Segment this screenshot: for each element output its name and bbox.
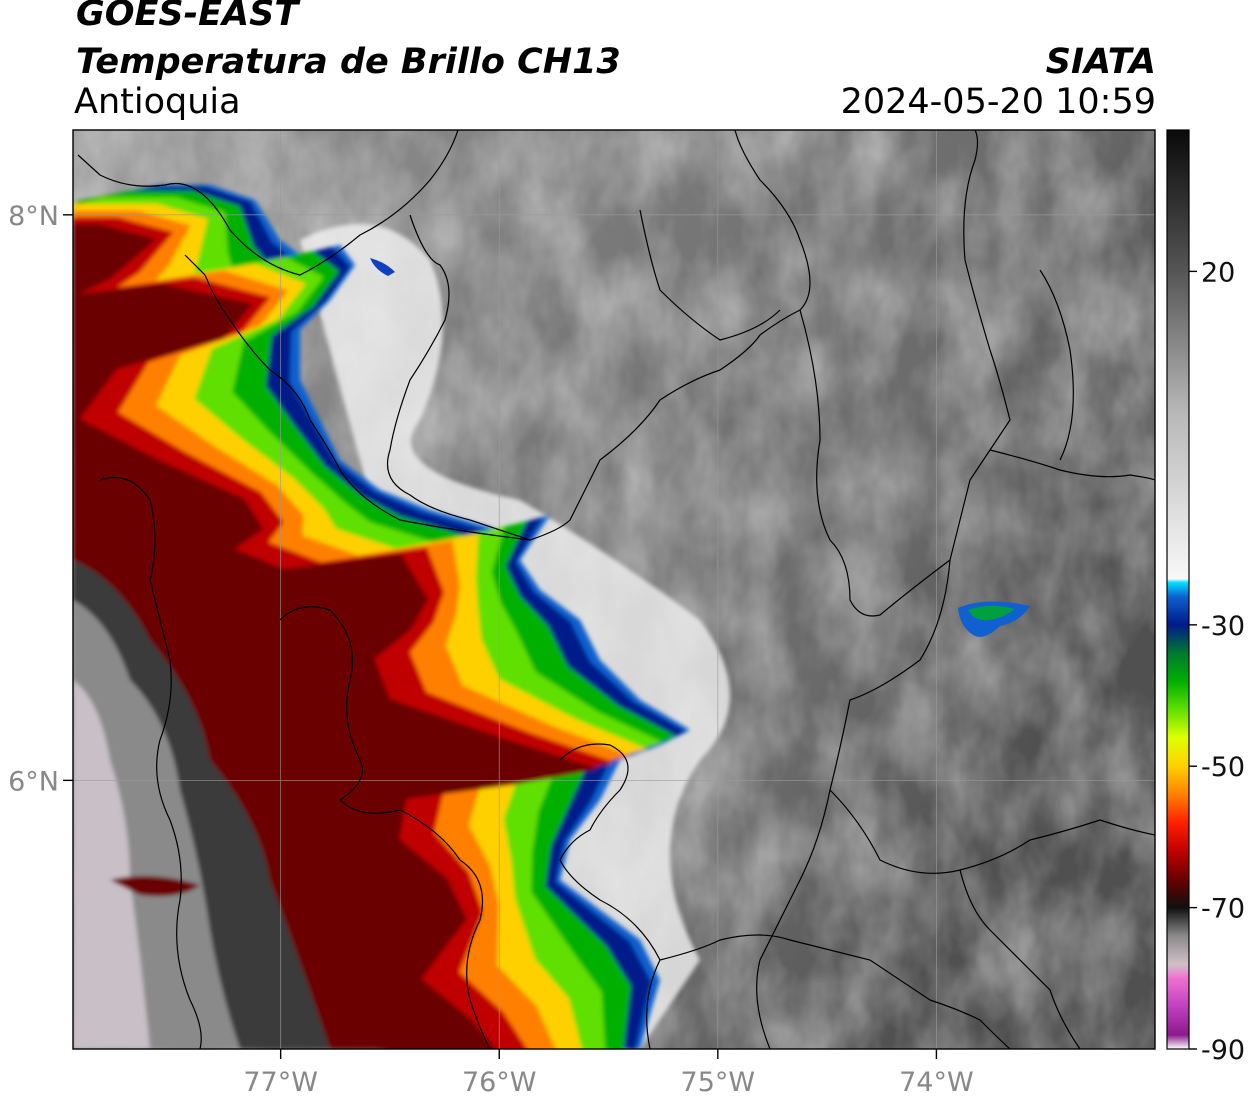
- lon-tick-label: 76°W: [462, 1067, 537, 1098]
- lon-tick-label: 75°W: [681, 1067, 756, 1098]
- longitude-ticks: 77°W 76°W 75°W 74°W: [243, 1049, 974, 1098]
- colorbar-tick-label: -30: [1201, 611, 1245, 642]
- satellite-title: GOES-EAST: [76, 0, 299, 34]
- colorbar-tick-label: 20: [1201, 257, 1235, 288]
- region-subtitle: Antioquia: [74, 82, 241, 122]
- colorbar-tick-label: -90: [1201, 1035, 1245, 1066]
- product-title: Temperatura de Brillo CH13: [76, 42, 621, 82]
- storm-cloud-tops: [73, 185, 690, 1049]
- isolated-cell-core: [968, 605, 1015, 621]
- lon-tick-label: 77°W: [243, 1067, 318, 1098]
- gridlines: [73, 130, 1155, 1049]
- municipal-border-center: [559, 743, 661, 1049]
- department-border-bolivar: [529, 130, 811, 541]
- department-border-west: [184, 254, 531, 541]
- colorbar: 20 -30 -50 -70 -90: [1166, 129, 1245, 1066]
- department-border-sucre: [639, 209, 781, 341]
- map-frame: [72, 129, 1156, 1050]
- department-border-cordoba: [386, 214, 531, 541]
- organization-label: SIATA: [1045, 42, 1156, 82]
- department-border-norte-santander: [1039, 269, 1074, 461]
- coastline-pacific: [99, 476, 202, 1049]
- overshoot-zone-light: [73, 680, 150, 1049]
- map-imagery: [73, 130, 1155, 1049]
- department-border-santander: [799, 130, 1011, 617]
- lat-tick-label: 8°N: [8, 201, 59, 232]
- colorbar-gradient: [1166, 129, 1190, 1050]
- colorbar-tick-label: -70: [1201, 894, 1245, 925]
- department-border-cundinamarca: [829, 789, 1155, 874]
- coastline-north: [77, 130, 459, 276]
- small-cell-north: [370, 258, 395, 276]
- colorbar-tick-label: -50: [1201, 752, 1245, 783]
- municipal-border-west: [279, 606, 491, 1049]
- colorbar-ticks: 20 -30 -50 -70 -90: [1189, 257, 1245, 1066]
- municipal-border-south: [659, 934, 1011, 1049]
- lat-tick-label: 6°N: [8, 766, 59, 797]
- borders: [77, 130, 1155, 1049]
- municipal-border-southeast: [959, 869, 1081, 1049]
- datetime-label: 2024-05-20 10:59: [840, 82, 1156, 122]
- department-border-east: [989, 449, 1155, 481]
- department-border-boyaca: [756, 559, 951, 1049]
- lon-tick-label: 74°W: [899, 1067, 974, 1098]
- overshoot-streak: [110, 876, 200, 897]
- latitude-ticks: 8°N 6°N: [8, 201, 73, 797]
